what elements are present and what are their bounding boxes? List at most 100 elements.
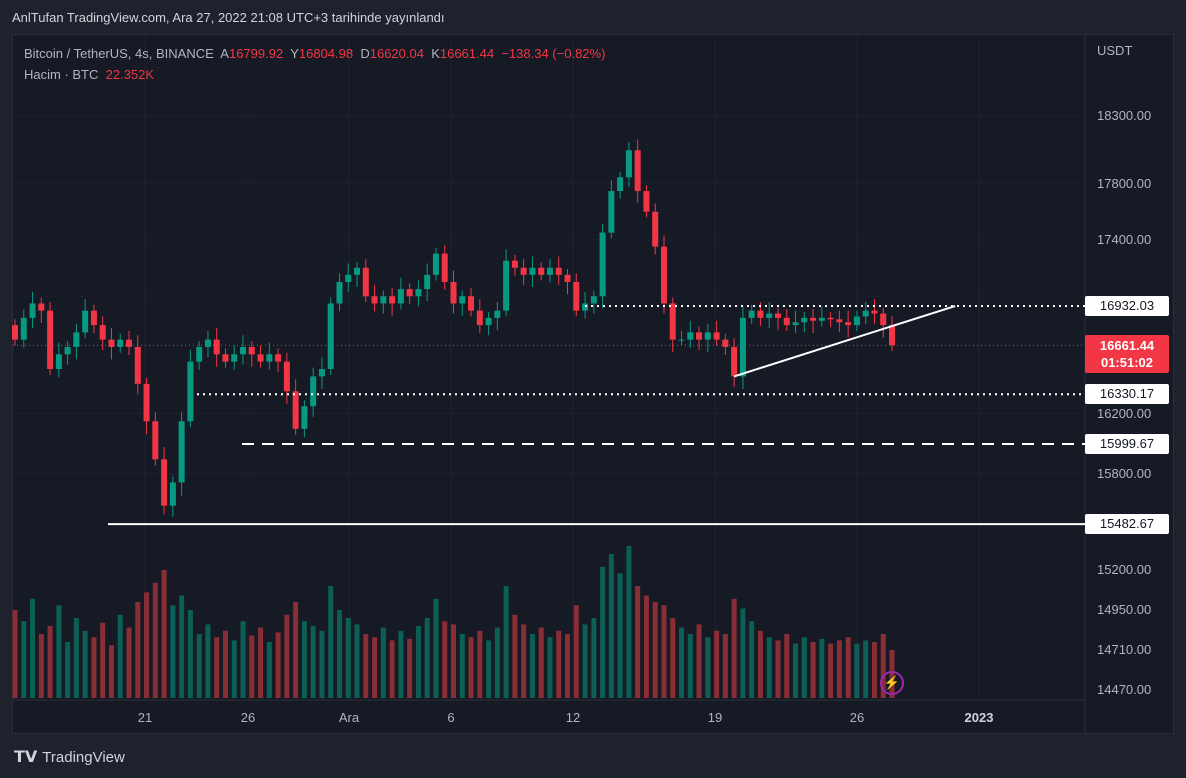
volume-bar [608, 554, 614, 698]
candle-body [301, 406, 308, 429]
volume-bar [301, 621, 307, 698]
volume-bar [679, 627, 685, 698]
chart-frame[interactable] [12, 34, 1174, 734]
volume-bar [442, 621, 448, 698]
volume-bar [573, 605, 579, 698]
volume-value: 22.352K [105, 67, 155, 82]
candle-body [608, 191, 615, 233]
change-value: −138.34 (−0.82%) [501, 46, 606, 61]
volume-bar [30, 598, 36, 698]
volume-bar [547, 637, 553, 698]
candle-body [354, 267, 361, 275]
volume-bar [310, 626, 316, 698]
volume-bar [82, 630, 88, 698]
candle-body [415, 289, 422, 297]
candle-body [660, 246, 667, 304]
candle-body [643, 191, 650, 212]
candle-body [318, 369, 325, 377]
candle-body [818, 317, 825, 321]
volume-bar [319, 630, 325, 698]
symbol-legend: Bitcoin / TetherUS, 4s, BINANCE A16799.9… [24, 46, 605, 61]
candle-body [82, 310, 89, 333]
candle-body [196, 346, 203, 362]
volume-tick: 14710.00 [1097, 642, 1152, 657]
candle-body [266, 354, 273, 362]
price-tick: 17400.00 [1097, 232, 1152, 247]
volume-bar [705, 637, 711, 698]
candle-body [871, 310, 878, 314]
candle-body [161, 459, 168, 506]
candle-body [774, 313, 781, 318]
candle-body [801, 317, 808, 323]
tradingview-logo[interactable]: 𝗧𝗩 TradingView [14, 747, 125, 767]
volume-bar [179, 595, 185, 698]
high-value: 16804.98 [298, 46, 354, 61]
volume-bar [187, 610, 193, 698]
volume-bar [801, 637, 807, 698]
volume-bar [144, 592, 150, 698]
volume-bar [617, 573, 623, 698]
candle-body [432, 253, 439, 275]
volume-bar [293, 602, 299, 698]
candle-body [292, 391, 299, 429]
candle-body [827, 317, 834, 320]
volume-bar [477, 630, 483, 698]
candle-body [713, 332, 720, 340]
candle-body [573, 281, 580, 311]
candle-body [99, 325, 106, 340]
candle-body [178, 421, 185, 483]
volume-bar [591, 618, 597, 698]
candle-body [503, 260, 510, 311]
volume-bar [135, 602, 141, 698]
x-tick: 19 [707, 710, 723, 725]
volume-bar [398, 630, 404, 698]
volume-bar [714, 630, 720, 698]
volume-bar [661, 605, 667, 698]
candle-body [468, 296, 475, 311]
candle-body [240, 346, 247, 355]
volume-bar [512, 614, 518, 698]
volume-bar [222, 630, 228, 698]
candle-body [766, 313, 773, 318]
volume-bar [21, 621, 27, 698]
low-value: 16620.04 [369, 46, 424, 61]
candle-body [634, 150, 641, 192]
candle-body [722, 339, 729, 347]
volume-bar [372, 637, 378, 698]
volume-bar [600, 566, 606, 698]
symbol-name[interactable]: Bitcoin / TetherUS, 4s, BINANCE [24, 46, 214, 61]
candle-body [143, 383, 150, 422]
candle-body [362, 267, 369, 297]
volume-bar [65, 642, 71, 698]
candle-body [441, 253, 448, 282]
candle-body [582, 303, 589, 311]
price-tick: 17800.00 [1097, 176, 1152, 191]
volume-bar [582, 624, 588, 698]
x-tick: 26 [240, 710, 256, 725]
volume-bar [126, 627, 132, 698]
volume-bar [854, 643, 860, 698]
candle-body [397, 289, 404, 304]
volume-bar [73, 618, 79, 698]
volume-bar [757, 630, 763, 698]
volume-label[interactable]: Hacim · BTC [24, 67, 99, 82]
candle-body [126, 339, 133, 347]
lightning-icon[interactable]: ⚡ [880, 671, 904, 695]
close-value: 16661.44 [439, 46, 495, 61]
candle-body [678, 339, 685, 341]
candle-body [731, 346, 738, 377]
candle-body [792, 322, 799, 326]
candle-countdown: 01:51:02 [1100, 355, 1154, 370]
volume-bar [863, 640, 869, 698]
tv-logo-icon: 𝗧𝗩 [14, 749, 38, 766]
volume-bar [170, 605, 176, 698]
volume-bar [819, 638, 825, 698]
candle-body [424, 274, 431, 290]
candle-body [345, 274, 352, 282]
candle-body [485, 317, 492, 326]
current-price-label: 16661.44 01:51:02 [1085, 335, 1169, 373]
volume-bar [91, 637, 97, 698]
candle-body [459, 296, 466, 304]
open-value: 16799.92 [228, 46, 284, 61]
